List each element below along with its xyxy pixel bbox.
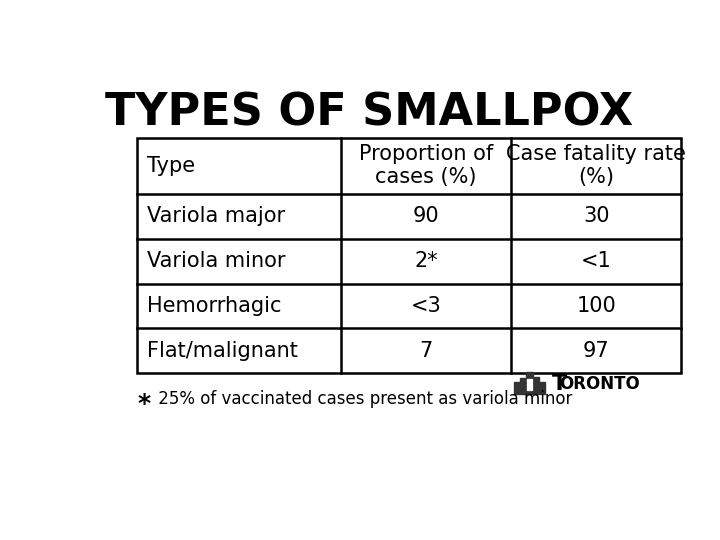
Text: 30: 30	[583, 206, 610, 226]
Bar	[527, 388, 529, 390]
Text: *: *	[138, 392, 150, 416]
Bar	[527, 383, 529, 386]
Bar	[138, 138, 681, 373]
Text: Case fatality rate
(%): Case fatality rate (%)	[506, 144, 686, 187]
Text: 25% of vaccinated cases present as variola minor: 25% of vaccinated cases present as vario…	[153, 390, 572, 408]
Text: <1: <1	[581, 251, 612, 271]
Text: <3: <3	[411, 296, 441, 316]
Bar	[526, 373, 533, 394]
Bar	[540, 382, 545, 394]
Text: T: T	[552, 374, 567, 394]
Bar	[530, 388, 532, 390]
Bar	[534, 377, 539, 394]
Text: Flat/malignant: Flat/malignant	[148, 341, 298, 361]
Text: Hemorrhagic: Hemorrhagic	[148, 296, 282, 316]
Text: 2*: 2*	[415, 251, 438, 271]
Text: 7: 7	[420, 341, 433, 361]
Bar	[530, 383, 532, 386]
Bar	[527, 379, 529, 382]
Text: 100: 100	[577, 296, 616, 316]
Text: ORONTO: ORONTO	[559, 375, 640, 393]
Text: 90: 90	[413, 206, 439, 226]
Bar	[521, 379, 526, 394]
Text: Variola major: Variola major	[148, 206, 286, 226]
Text: Type: Type	[148, 156, 196, 176]
Bar	[530, 379, 532, 382]
Text: Proportion of
cases (%): Proportion of cases (%)	[359, 144, 493, 187]
Text: Variola minor: Variola minor	[148, 251, 286, 271]
Text: 97: 97	[583, 341, 610, 361]
Text: TYPES OF SMALLPOX: TYPES OF SMALLPOX	[105, 92, 633, 135]
Bar	[514, 382, 520, 394]
